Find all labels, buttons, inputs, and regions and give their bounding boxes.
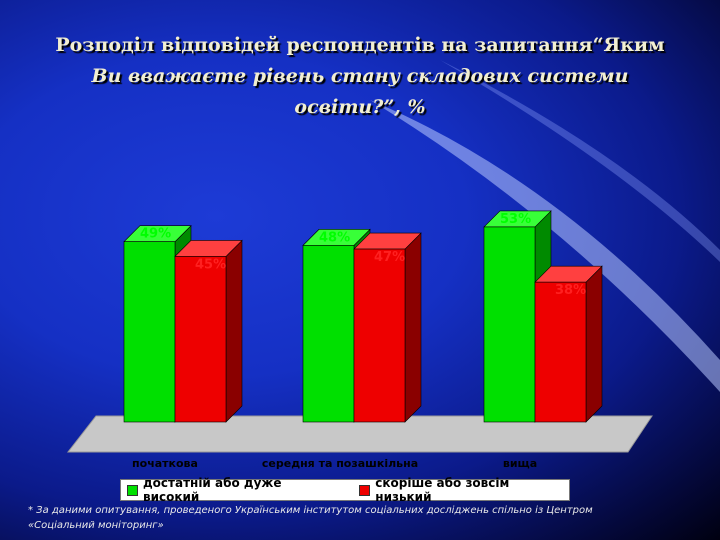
category-label-1: початкова — [132, 457, 198, 470]
category-label-3: вища — [502, 457, 538, 470]
bar-high-3 — [483, 210, 552, 423]
data-label-high-2: 48% — [319, 230, 350, 245]
legend-label-2: скоріше або зовсім низький — [375, 476, 510, 504]
bar-low-1 — [174, 239, 243, 423]
chart-title: Розподіл відповідей респондентів на запи… — [0, 30, 720, 123]
data-label-low-1: 45% — [195, 257, 226, 272]
legend-swatch-green — [127, 484, 138, 496]
chart-floor — [66, 415, 653, 453]
title-line-3: освіти?”, % — [294, 96, 426, 118]
data-label-low-2: 47% — [374, 250, 405, 265]
bar-low-3 — [534, 265, 603, 423]
data-label-high-1: 49% — [140, 227, 171, 242]
title-line-1: Розподіл відповідей респондентів на запи… — [55, 34, 665, 56]
data-label-high-3: 53% — [500, 212, 531, 227]
category-label-2: середня та позашкільна — [261, 457, 419, 470]
footnote: * За даними опитування, проведеного Укра… — [28, 505, 593, 531]
legend-swatch-red — [359, 484, 371, 496]
title-line-2: Ви вважаєте рівень стану складових систе… — [91, 65, 629, 87]
legend: достатній або дуже високий скоріше або з… — [120, 476, 570, 504]
bar-low-2 — [353, 232, 422, 423]
legend-label-1: достатній або дуже високий — [142, 476, 282, 504]
data-label-low-3: 38% — [555, 283, 586, 298]
